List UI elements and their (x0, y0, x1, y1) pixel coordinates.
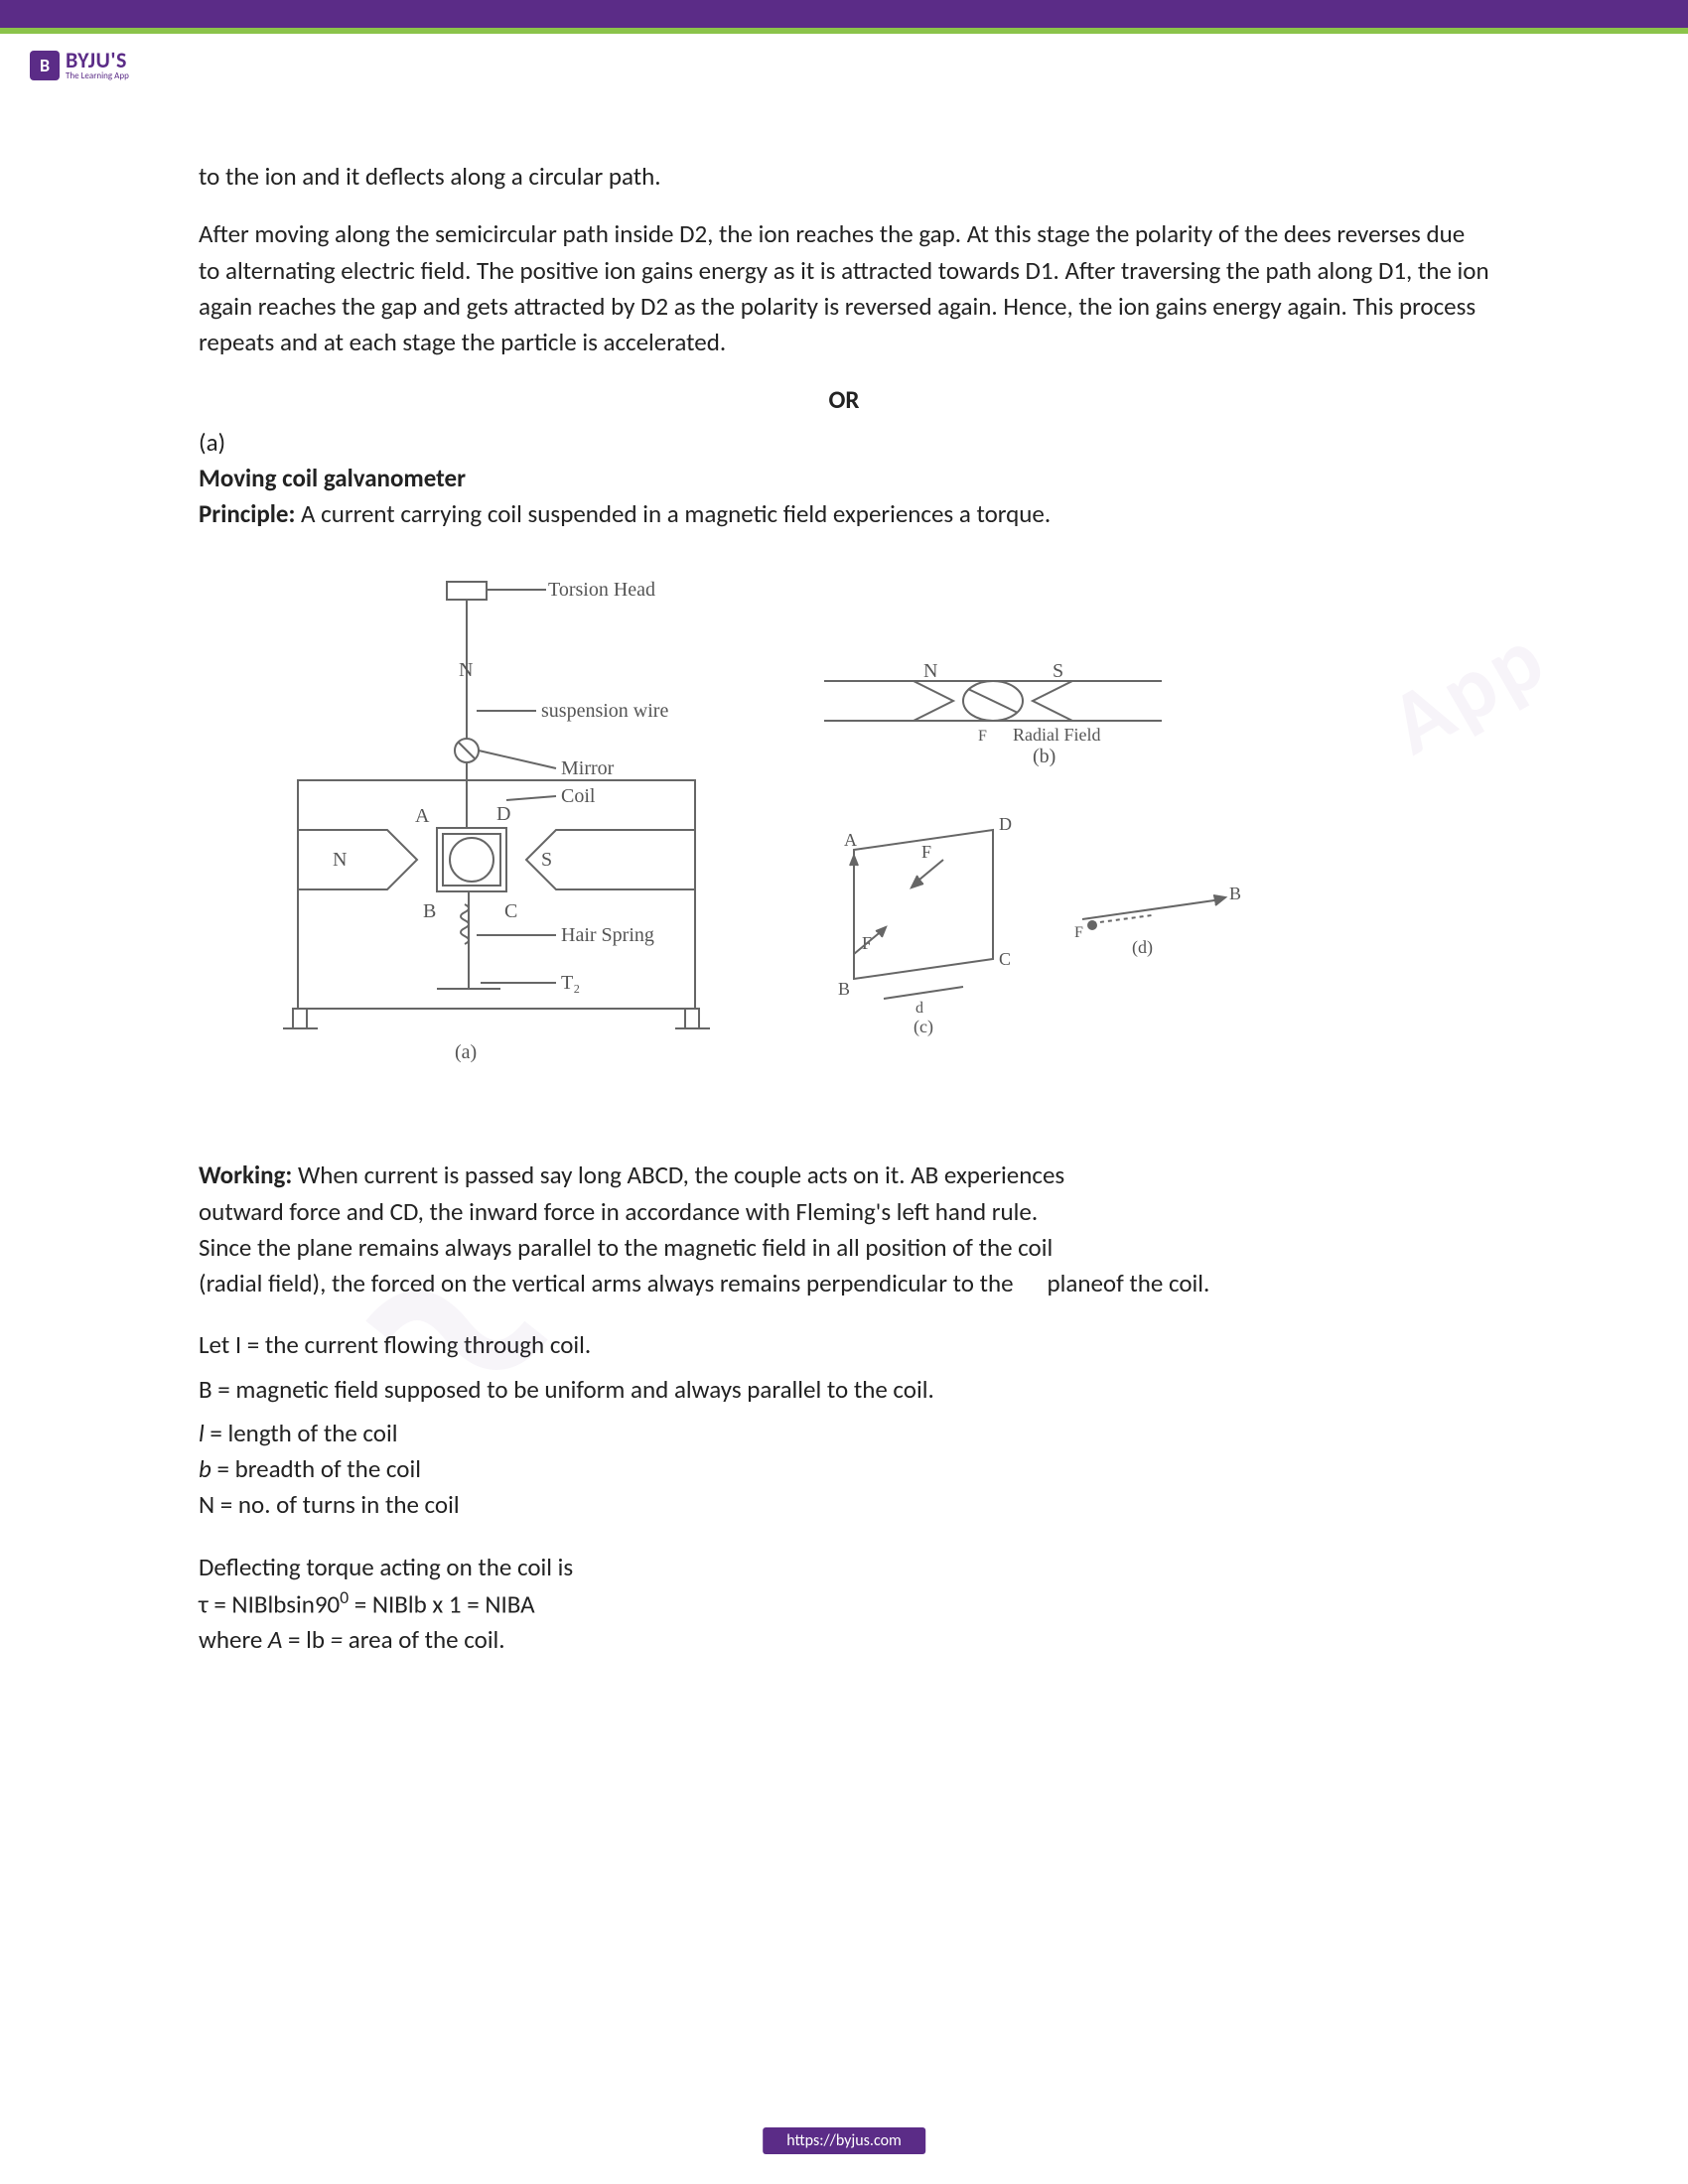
b-vector-diagram: B F (d) (1062, 860, 1261, 979)
logo-icon: B (30, 51, 60, 80)
working-line-4a: (radial field), the forced on the vertic… (199, 1268, 1014, 1298)
label-radial: Radial Field (1013, 725, 1101, 745)
let-B: B = magnetic field supposed to be unifor… (199, 1372, 1489, 1408)
label-A-c: A (844, 830, 857, 850)
header-bar (0, 0, 1688, 28)
label-A: A (415, 805, 430, 827)
diagram-container: Torsion Head N suspension wire Mirror N … (238, 562, 1489, 1118)
label-suspension: suspension wire (541, 700, 668, 722)
label-fig-a: (a) (455, 1041, 477, 1063)
side-diagrams: N S F Radial Field (b) A D B C (814, 641, 1261, 1038)
torque-line-1: Deflecting torque acting on the coil is (199, 1550, 1489, 1585)
label-F-b: F (978, 728, 987, 745)
galvanometer-diagram: Torsion Head N suspension wire Mirror N … (238, 562, 755, 1118)
principle-label: Principle: (199, 498, 295, 529)
label-Bvec: B (1229, 884, 1241, 903)
logo-sub-text: The Learning App (66, 71, 129, 80)
label-D: D (496, 803, 510, 825)
footer-url: https://byjus.com (763, 2127, 925, 2154)
torque-line-3: where A = lb = area of the coil. (199, 1622, 1489, 1658)
label-C: C (504, 900, 517, 922)
label-F-d: F (1074, 924, 1083, 941)
brand-logo: B BYJU'S The Learning App (30, 50, 129, 80)
label-N-left: N (333, 849, 347, 871)
coil-forces-diagram: A D B C F F d (c) (814, 800, 1033, 1038)
working-label: Working: (199, 1160, 292, 1190)
page-content: to the ion and it deflects along a circu… (199, 159, 1489, 1659)
label-fig-b: (b) (1033, 746, 1055, 767)
label-N-b: N (923, 660, 937, 682)
label-D-c: D (999, 814, 1012, 834)
label-hairspring: Hair Spring (561, 924, 654, 946)
principle-text: A current carrying coil suspended in a m… (295, 498, 1051, 529)
label-C-c: C (999, 949, 1011, 969)
working-line-4b: planeof the coil. (1047, 1268, 1209, 1298)
paragraph-1: to the ion and it deflects along a circu… (199, 159, 1489, 195)
label-t2: T₂ (561, 972, 580, 994)
radial-field-diagram: N S F Radial Field (b) (814, 641, 1172, 780)
let-N: N = no. of turns in the coil (199, 1487, 1489, 1523)
working-block: Working: When current is passed say long… (199, 1158, 1489, 1301)
working-line-1: When current is passed say long ABCD, th… (292, 1160, 1064, 1190)
label-fig-d: (d) (1132, 937, 1153, 958)
label-d: d (915, 1000, 923, 1017)
torque-line-2: τ = NIBlbsin900 = NIBlb x 1 = NIBA (199, 1585, 1489, 1623)
label-S: S (541, 849, 552, 871)
label-F2: F (921, 842, 931, 862)
working-line-3: Since the plane remains always parallel … (199, 1232, 1053, 1263)
label-mirror: Mirror (561, 757, 615, 779)
let-I: Let I = the current flowing through coil… (199, 1327, 1489, 1363)
principle-line: Principle: A current carrying coil suspe… (199, 496, 1489, 532)
label-fig-c: (c) (914, 1017, 933, 1037)
label-B-c: B (838, 979, 850, 999)
label-torsion: Torsion Head (548, 579, 655, 601)
label-B: B (423, 900, 436, 922)
working-line-2: outward force and CD, the inward force i… (199, 1196, 1038, 1227)
let-l: l = length of the coil (199, 1416, 1489, 1451)
label-S-b: S (1053, 660, 1063, 682)
part-a-label: (a) (199, 425, 1489, 461)
label-coil: Coil (561, 785, 596, 807)
let-b: b = breadth of the coil (199, 1451, 1489, 1487)
logo-main-text: BYJU'S (66, 50, 129, 71)
or-separator: OR (199, 382, 1489, 418)
paragraph-2: After moving along the semicircular path… (199, 216, 1489, 360)
section-title: Moving coil galvanometer (199, 461, 1489, 496)
label-N-top: N (459, 659, 473, 681)
